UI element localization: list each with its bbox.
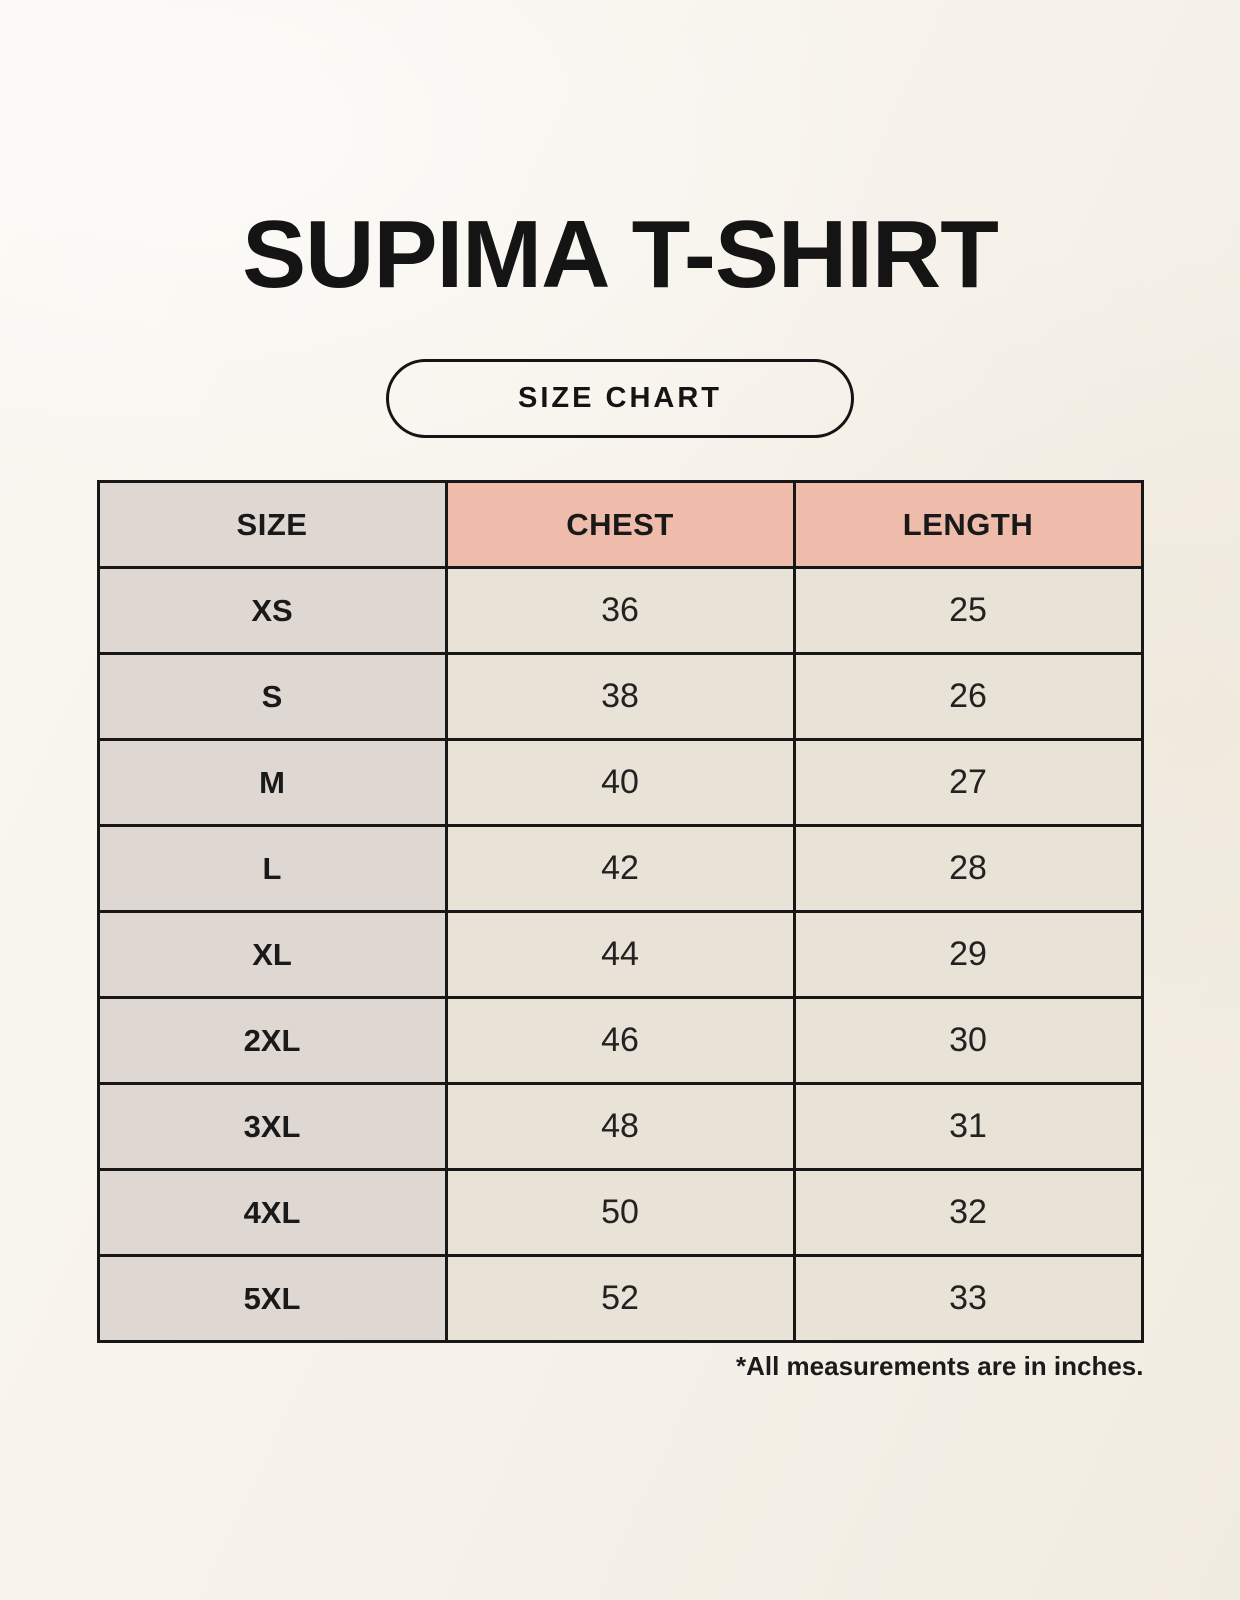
page-title: SUPIMA T-SHIRT [242, 201, 999, 308]
chest-cell: 40 [444, 738, 796, 827]
column-header-size: SIZE [96, 480, 448, 569]
size-chart-badge: SIZE CHART [386, 359, 854, 438]
size-cell: XS [96, 566, 448, 655]
chest-cell: 52 [444, 1254, 796, 1343]
chest-cell: 48 [444, 1082, 796, 1171]
chest-cell: 38 [444, 652, 796, 741]
size-table: SIZE CHEST LENGTH XS 36 25 S 38 26 M 40 … [96, 480, 1144, 1343]
size-cell: 2XL [96, 996, 448, 1085]
length-cell: 28 [792, 824, 1144, 913]
chest-cell: 36 [444, 566, 796, 655]
column-header-chest: CHEST [444, 480, 796, 569]
chest-cell: 50 [444, 1168, 796, 1257]
length-cell: 25 [792, 566, 1144, 655]
table-row: M 40 27 [96, 738, 1144, 827]
length-cell: 32 [792, 1168, 1144, 1257]
length-cell: 26 [792, 652, 1144, 741]
table-row: 2XL 46 30 [96, 996, 1144, 1085]
size-chart-badge-label: SIZE CHART [518, 382, 722, 414]
size-cell: XL [96, 910, 448, 999]
length-cell: 33 [792, 1254, 1144, 1343]
size-cell: L [96, 824, 448, 913]
length-cell: 27 [792, 738, 1144, 827]
length-cell: 30 [792, 996, 1144, 1085]
table-row: 3XL 48 31 [96, 1082, 1144, 1171]
size-table-header: SIZE CHEST LENGTH [96, 480, 1144, 569]
chest-cell: 46 [444, 996, 796, 1085]
table-row: 5XL 52 33 [96, 1254, 1144, 1343]
size-cell: 5XL [96, 1254, 448, 1343]
size-cell: S [96, 652, 448, 741]
table-row: S 38 26 [96, 652, 1144, 741]
table-row: XS 36 25 [96, 566, 1144, 655]
table-row: L 42 28 [96, 824, 1144, 913]
measurements-footnote: *All measurements are in inches. [735, 1351, 1144, 1381]
table-row: XL 44 29 [96, 910, 1144, 999]
header-row: SIZE CHEST LENGTH [96, 480, 1144, 569]
size-cell: 3XL [96, 1082, 448, 1171]
chest-cell: 42 [444, 824, 796, 913]
length-cell: 31 [792, 1082, 1144, 1171]
length-cell: 29 [792, 910, 1144, 999]
column-header-length: LENGTH [792, 480, 1144, 569]
chest-cell: 44 [444, 910, 796, 999]
size-table-body: XS 36 25 S 38 26 M 40 27 L 42 28 XL 44 [96, 566, 1144, 1343]
size-cell: M [96, 738, 448, 827]
size-cell: 4XL [96, 1168, 448, 1257]
table-row: 4XL 50 32 [96, 1168, 1144, 1257]
